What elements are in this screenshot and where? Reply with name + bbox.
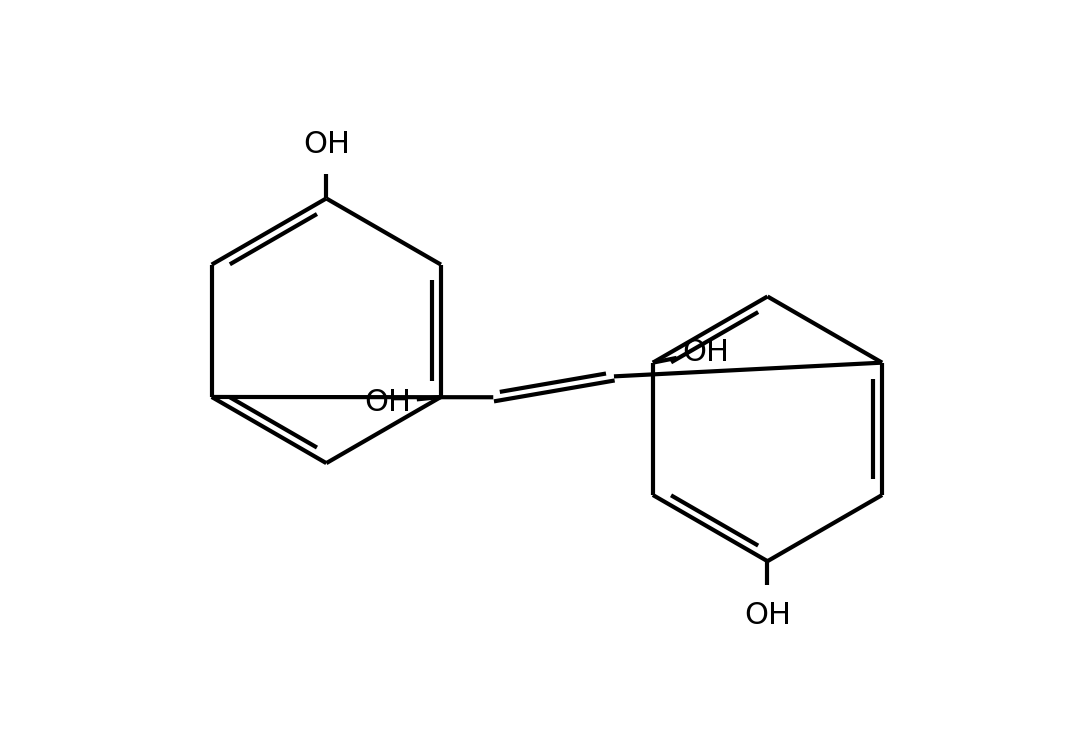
Text: OH: OH [744,601,791,630]
Text: OH: OH [302,130,350,159]
Text: OH: OH [682,337,730,366]
Text: OH: OH [364,388,411,417]
